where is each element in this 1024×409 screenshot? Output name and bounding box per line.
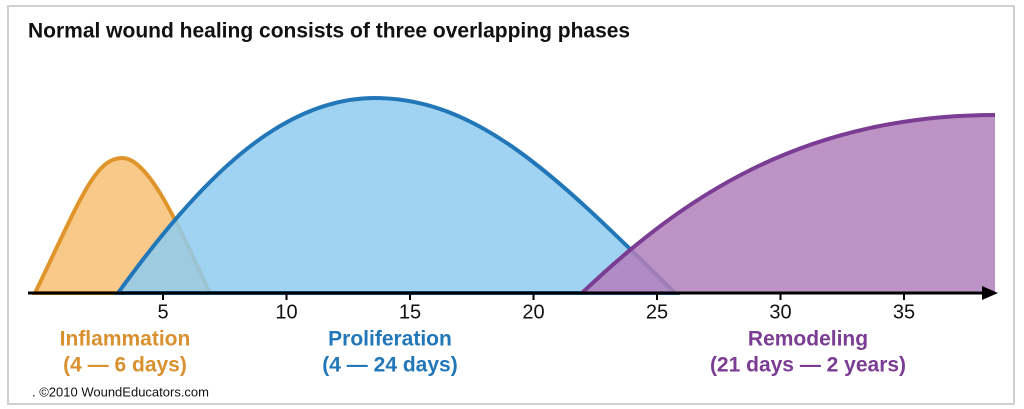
tick-label: 35 — [893, 301, 915, 323]
credit: . ©2010 WoundEducators.com — [32, 384, 209, 399]
phase-range: (4 — 6 days) — [63, 354, 187, 377]
phase-name: Remodeling — [748, 328, 868, 351]
phase-range: (21 days — 2 years) — [710, 354, 906, 377]
phase-name: Inflammation — [60, 328, 191, 351]
tick-label: 10 — [275, 301, 297, 323]
axis-arrow — [982, 286, 998, 300]
phase-name: Proliferation — [328, 328, 452, 351]
phase-range: (4 — 24 days) — [322, 354, 457, 377]
proliferation-curve — [114, 95, 680, 295]
remodeling-curve — [580, 113, 996, 295]
title: Normal wound healing consists of three o… — [28, 20, 630, 43]
remodeling-area — [582, 115, 995, 293]
ticks: 5 10 15 20 25 30 35 — [157, 293, 915, 323]
tick-label: 25 — [646, 301, 668, 323]
tick-label: 20 — [522, 301, 544, 323]
tick-label: 5 — [157, 301, 168, 323]
tick-label: 30 — [769, 301, 791, 323]
tick-label: 15 — [399, 301, 421, 323]
